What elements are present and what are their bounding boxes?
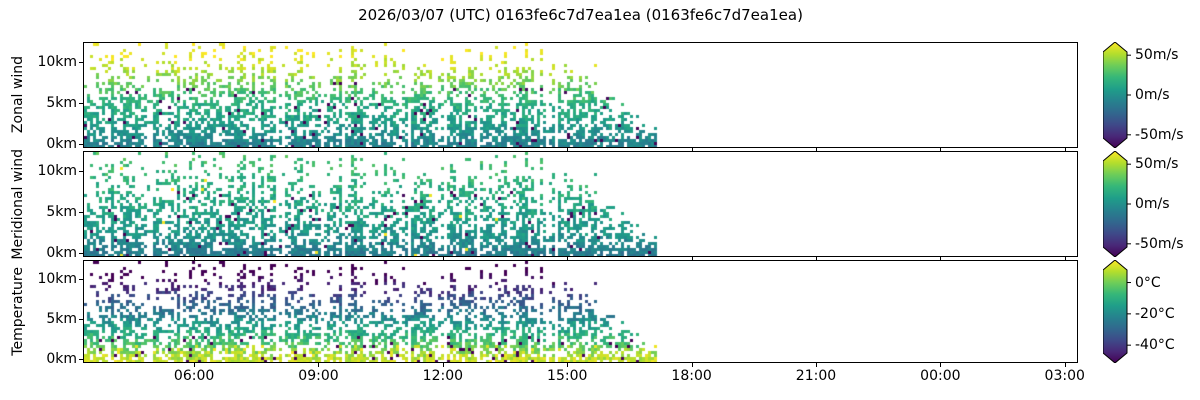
x-tick-mark — [567, 363, 569, 367]
colorbar-tick-label: -50m/s — [1135, 235, 1184, 252]
y-tick-label: 0km — [46, 135, 77, 152]
y-tick-label: 10km — [37, 53, 77, 70]
panel-zonal-wind — [83, 42, 1078, 148]
y-tick-mark — [79, 359, 83, 360]
y-tick-mark — [79, 143, 83, 145]
heatmap-meridional-wind — [84, 152, 1077, 256]
colorbar-tick-label: -50m/s — [1135, 126, 1184, 143]
x-tick-mark — [815, 363, 817, 367]
x-tick-label: 21:00 — [795, 368, 837, 384]
x-tick-mark — [1064, 148, 1066, 152]
x-tick-label: 15:00 — [547, 368, 588, 384]
x-tick-mark — [567, 148, 569, 152]
colorbar-tick-label: 50m/s — [1135, 156, 1179, 173]
y-tick-mark — [79, 170, 83, 172]
x-tick-mark — [442, 148, 444, 152]
x-tick-label: 09:00 — [298, 368, 339, 384]
x-tick-mark — [194, 148, 196, 152]
colorbar-gradient — [1102, 150, 1131, 258]
x-tick-mark — [1064, 257, 1066, 261]
colorbar-gradient — [1102, 259, 1131, 364]
x-tick-mark — [318, 363, 320, 367]
heatmap-zonal-wind — [84, 43, 1077, 147]
x-tick-mark — [940, 148, 942, 152]
x-tick-label: 12:00 — [422, 368, 464, 384]
x-tick-mark — [691, 257, 693, 261]
y-tick-mark — [79, 279, 83, 281]
colorbar-tick-label: 0m/s — [1135, 196, 1170, 212]
x-tick-mark — [940, 257, 942, 261]
figure-title: 2026/03/07 (UTC) 0163fe6c7d7ea1ea (0163f… — [358, 6, 803, 24]
y-tick-label: 5km — [46, 203, 77, 220]
y-tick-label: 10km — [37, 271, 77, 288]
panel-meridional-wind — [83, 151, 1078, 257]
y-tick-label: 5km — [46, 94, 77, 111]
x-tick-mark — [442, 257, 444, 261]
y-tick-label: 0km — [46, 351, 77, 367]
y-tick-mark — [79, 211, 83, 213]
colorbar-tick-label: 0°C — [1135, 274, 1161, 291]
x-tick-mark — [691, 148, 693, 152]
x-tick-mark — [691, 363, 693, 367]
colorbar-tick-label: -20°C — [1135, 305, 1175, 322]
colorbar-tick-label: -40°C — [1135, 337, 1175, 354]
x-tick-mark — [940, 363, 942, 367]
panel-temperature — [83, 260, 1078, 363]
y-tick-label: 5km — [46, 311, 77, 328]
x-tick-mark — [815, 257, 817, 261]
x-tick-label: 18:00 — [671, 368, 712, 384]
x-tick-mark — [442, 363, 444, 367]
x-tick-label: 03:00 — [1044, 368, 1085, 384]
x-tick-mark — [194, 257, 196, 261]
y-tick-mark — [79, 61, 83, 63]
y-tick-mark — [79, 252, 83, 254]
x-tick-mark — [815, 148, 817, 152]
colorbar-temperature — [1102, 259, 1133, 367]
colorbar-zonal-wind — [1102, 41, 1133, 152]
colorbar-meridional-wind — [1102, 150, 1133, 261]
y-tick-mark — [79, 102, 83, 104]
x-tick-mark — [194, 363, 196, 367]
colorbar-tick-label: 50m/s — [1135, 47, 1179, 64]
x-tick-mark — [318, 257, 320, 261]
y-tick-label: 0km — [46, 244, 77, 261]
y-tick-mark — [79, 319, 83, 321]
x-tick-mark — [1064, 363, 1066, 367]
colorbar-tick-label: 0m/s — [1135, 87, 1170, 103]
x-tick-mark — [567, 257, 569, 261]
x-tick-label: 00:00 — [920, 368, 961, 384]
heatmap-temperature — [84, 261, 1077, 362]
x-tick-mark — [318, 148, 320, 152]
colorbar-gradient — [1102, 41, 1131, 149]
y-tick-label: 10km — [37, 162, 77, 179]
x-tick-label: 06:00 — [173, 368, 215, 384]
